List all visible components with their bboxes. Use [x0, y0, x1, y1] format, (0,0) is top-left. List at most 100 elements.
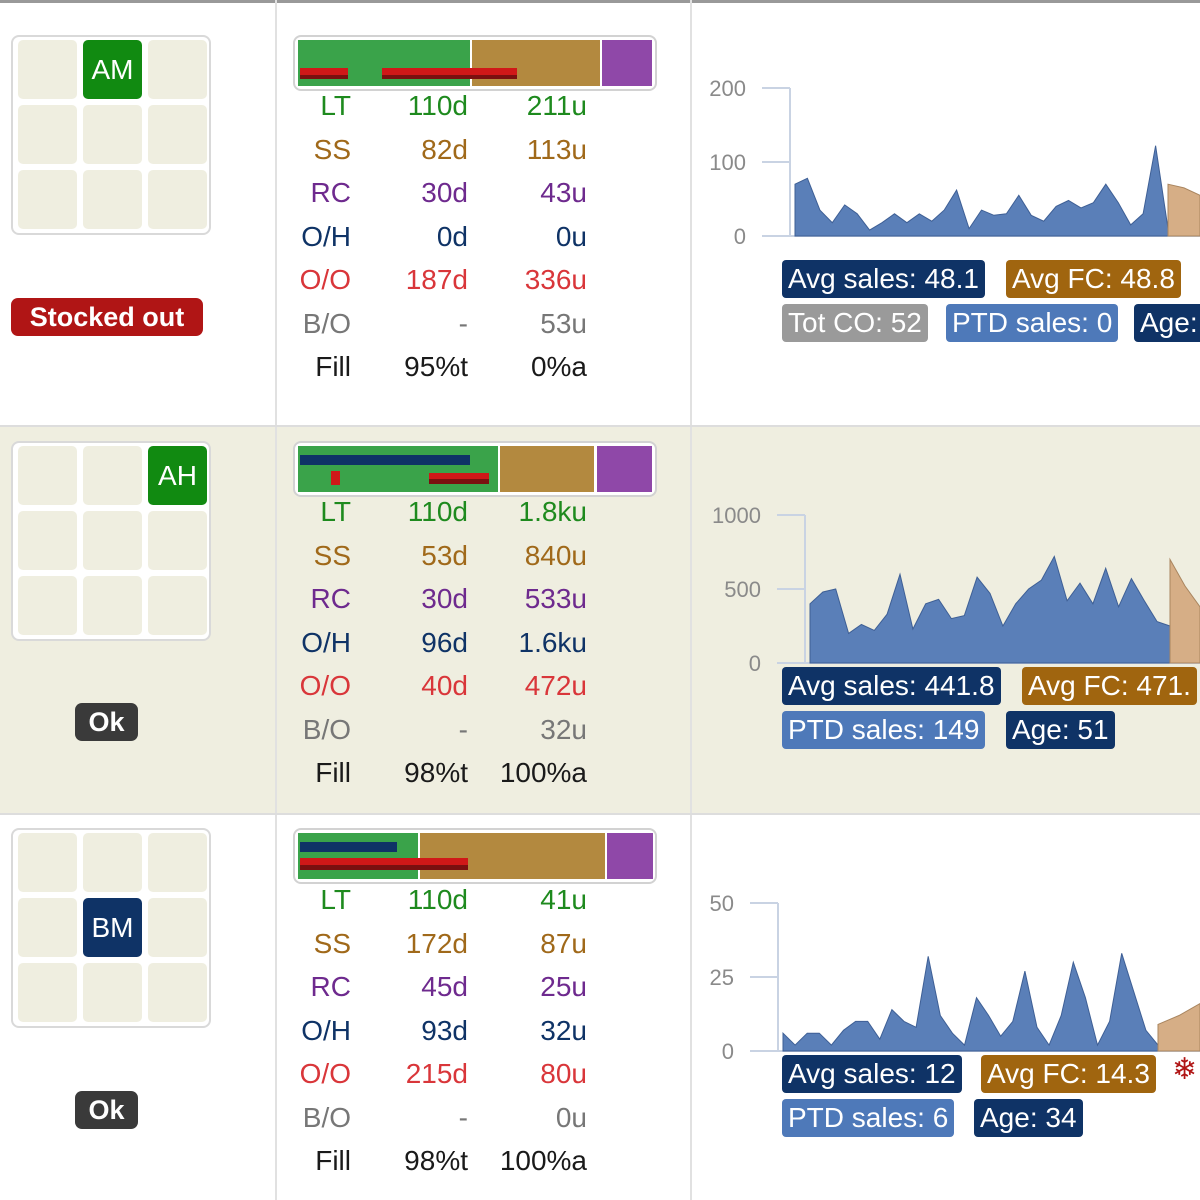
metric-units: 100%a — [499, 1145, 587, 1176]
metric-label: RC — [310, 971, 351, 1002]
metric-row-oo: O/O 187d 336u — [283, 264, 603, 307]
metric-units: 0u — [555, 1101, 587, 1133]
metric-days: 110d — [407, 496, 468, 527]
metric-row-fill: Fill 98%t 100%a — [283, 1145, 603, 1188]
column-divider — [690, 815, 692, 1200]
metric-row-bo: B/O - 32u — [283, 714, 603, 757]
metric-units: 32u — [540, 1014, 587, 1046]
status-badge: Ok — [75, 703, 138, 741]
y-tick-label: 0 — [722, 1039, 734, 1064]
stat-badge: PTD sales: 0 — [946, 304, 1119, 342]
metric-days: 40d — [421, 670, 468, 701]
metric-row-rc: RC 30d 43u — [283, 177, 603, 220]
column-divider — [275, 815, 277, 1200]
metric-units: 840u — [524, 539, 587, 571]
metric-days: 45d — [421, 971, 468, 1002]
stat-badge: Age: 51 — [1006, 711, 1115, 749]
metric-row-fill: Fill 95%t 0%a — [283, 351, 603, 394]
sales-series-area — [809, 555, 1171, 664]
metric-units: 336u — [524, 264, 587, 295]
metric-days: 110d — [407, 884, 468, 915]
item-row[interactable]: AM Stocked out LT 110d 211u SS 82d 113u RC 30d 4… — [0, 0, 1200, 427]
metric-label: O/H — [301, 626, 351, 658]
metric-units: 113u — [526, 133, 587, 165]
metric-row-lt: LT 110d 41u — [283, 884, 603, 927]
metric-units: 1.8ku — [518, 496, 588, 527]
metric-days: - — [458, 713, 468, 745]
metric-label: Fill — [315, 1145, 351, 1176]
sales-area-chart: 200 100 0 — [709, 76, 1200, 249]
top-border — [0, 0, 1200, 3]
column-divider — [690, 427, 692, 813]
metric-units: 0u — [555, 220, 587, 252]
metric-label: Fill — [315, 757, 351, 788]
metric-units: 472u — [524, 670, 587, 701]
sales-area-chart: 1000 500 0 — [712, 503, 1200, 676]
sales-chart[interactable]: 1000 500 0 — [700, 487, 1200, 687]
metric-label: O/O — [299, 264, 351, 295]
abc-grid: BM — [11, 828, 211, 1028]
metric-label: SS — [313, 133, 351, 165]
metric-row-oo: O/O 40d 472u — [283, 670, 603, 713]
metric-label: SS — [313, 539, 351, 571]
y-tick-label: 100 — [709, 150, 746, 175]
abc-grid: AM — [11, 35, 211, 235]
metric-row-ss: SS 53d 840u — [283, 540, 603, 583]
grid-cell-active[interactable]: BM — [83, 898, 142, 957]
metric-units: 533u — [524, 583, 587, 614]
y-tick-label: 200 — [709, 76, 746, 101]
metric-label: LT — [320, 496, 351, 527]
metric-days: 98%t — [404, 1145, 468, 1176]
forecast-series-area — [1169, 557, 1200, 664]
metric-days: - — [458, 307, 468, 339]
stat-badge: Avg FC: 471. — [1022, 667, 1197, 705]
metric-label: RC — [310, 583, 351, 614]
metric-days: 0d — [436, 220, 468, 252]
y-tick-label: 0 — [734, 224, 746, 249]
stat-badge: Avg sales: 441.8 — [782, 667, 1001, 705]
column-divider — [690, 0, 692, 425]
metric-days: 53d — [421, 539, 468, 571]
metric-days: - — [458, 1101, 468, 1133]
stat-badge: Avg FC: 48.8 — [1006, 260, 1181, 298]
stat-badge: Age: 34 — [974, 1099, 1083, 1137]
snowflake-icon: ❄ — [1172, 1053, 1198, 1086]
metric-days: 95%t — [404, 351, 468, 382]
metric-row-oo: O/O 215d 80u — [283, 1058, 603, 1101]
metric-label: O/H — [301, 1014, 351, 1046]
metric-row-lt: LT 110d 1.8ku — [283, 496, 603, 539]
status-badge: Stocked out — [11, 298, 203, 336]
metric-days: 110d — [407, 90, 468, 121]
metric-units: 100%a — [499, 757, 587, 788]
metric-units: 87u — [540, 927, 587, 959]
grid-cell-active[interactable]: AH — [148, 446, 207, 505]
forecast-series-area — [1167, 183, 1200, 237]
metric-label: B/O — [302, 307, 351, 339]
y-tick-label: 25 — [710, 965, 734, 990]
metric-days: 98%t — [404, 757, 468, 788]
sales-series-area — [794, 145, 1169, 237]
metric-label: O/H — [301, 220, 351, 252]
metric-row-rc: RC 30d 533u — [283, 583, 603, 626]
metric-label: LT — [320, 884, 351, 915]
metric-row-fill: Fill 98%t 100%a — [283, 757, 603, 800]
metric-label: O/O — [299, 670, 351, 701]
stat-badge: PTD sales: 6 — [782, 1099, 955, 1137]
grid-cell-active[interactable]: AM — [83, 40, 142, 99]
metric-row-rc: RC 45d 25u — [283, 971, 603, 1014]
column-divider — [275, 0, 277, 425]
stock-bar — [293, 828, 657, 884]
stat-badge: Tot CO: 52 — [782, 304, 928, 342]
sales-chart[interactable]: 50 25 0 — [700, 875, 1200, 1075]
metric-days: 30d — [421, 177, 468, 208]
item-row[interactable]: BM Ok LT 110d 41u SS 172d 87u RC 45d 25u O/H 93d 32… — [0, 815, 1200, 1200]
sales-chart[interactable]: 200 100 0 — [700, 60, 1200, 260]
metric-units: 211u — [526, 90, 587, 121]
metric-row-oh: O/H 96d 1.6ku — [283, 627, 603, 670]
metric-row-bo: B/O - 53u — [283, 308, 603, 351]
metric-row-lt: LT 110d 211u — [283, 90, 603, 133]
item-row[interactable]: AH Ok LT 110d 1.8ku SS 53d 840u RC 30d 533u O/H 96… — [0, 427, 1200, 815]
metric-label: O/O — [299, 1058, 351, 1089]
metric-units: 1.6ku — [518, 626, 588, 658]
metric-days: 30d — [421, 583, 468, 614]
